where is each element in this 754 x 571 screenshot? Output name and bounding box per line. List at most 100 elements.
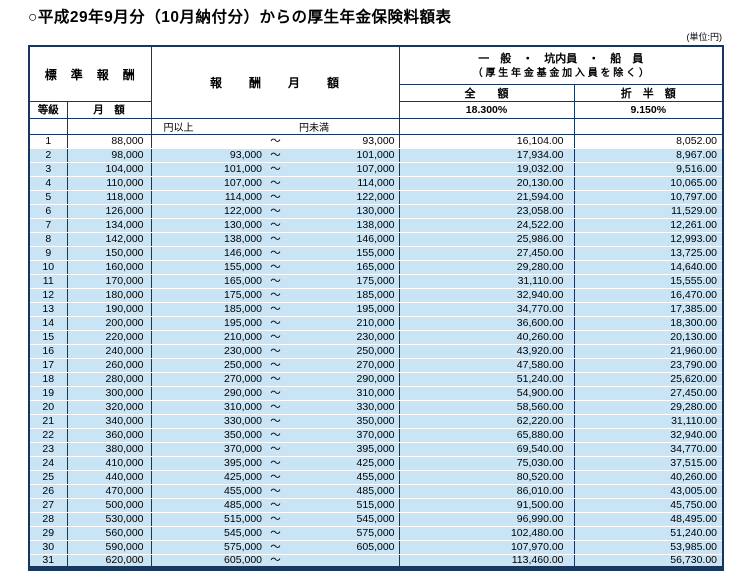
table-row: 9 150,000 146,000 ～ 155,000 27,450.00 13,725.0… [28,245,724,261]
grade-cell: 21 [28,413,68,429]
half-cell: 34,770.00 [573,441,724,457]
to-cell: 545,000 [287,511,400,527]
grade-cell: 13 [28,301,68,317]
grade-cell: 14 [28,315,68,331]
from-cell [150,133,265,149]
grade-cell: 8 [28,231,68,247]
half-cell: 48,495.00 [573,511,724,527]
full-cell: 62,220.00 [398,413,575,429]
to-cell: 230,000 [287,329,400,345]
monthly-cell: 160,000 [66,259,152,275]
from-cell: 101,000 [150,161,265,177]
half-cell: 8,967.00 [573,147,724,163]
tilde-cell: ～ [264,161,288,177]
half-cell: 31,110.00 [573,413,724,429]
table-row: 8 142,000 138,000 ～ 146,000 25,986.00 12,993.0… [28,231,724,247]
tilde-cell: ～ [264,413,288,429]
to-cell: 350,000 [287,413,400,429]
monthly-cell: 440,000 [66,469,152,485]
full-cell: 51,240.00 [398,371,575,387]
tilde-cell: ～ [264,329,288,345]
monthly-cell: 300,000 [66,385,152,401]
half-cell: 45,750.00 [573,497,724,513]
tilde-cell: ～ [264,427,288,443]
tilde-cell: ～ [264,455,288,471]
tilde-cell: ～ [264,189,288,205]
to-cell: 130,000 [287,203,400,219]
table-row: 10 160,000 155,000 ～ 165,000 29,280.00 14,640.… [28,259,724,275]
to-cell: 165,000 [287,259,400,275]
from-cell: 605,000 [150,553,265,569]
full-cell: 107,970.00 [398,539,575,555]
table-row: 29 560,000 545,000 ～ 575,000 102,480.00 51,240… [28,525,724,541]
monthly-cell: 118,000 [66,189,152,205]
premium-table-body: 1 88,000 ～ 93,000 16,104.00 8,052.00 2 98,000 93… [28,133,724,569]
monthly-cell: 620,000 [66,553,152,569]
label-yen-under: 円未満 [287,117,400,135]
tilde-cell: ～ [264,525,288,541]
to-cell: 330,000 [287,399,400,415]
half-cell: 12,261.00 [573,217,724,233]
tilde-cell: ～ [264,273,288,289]
half-cell: 10,065.00 [573,175,724,191]
full-cell: 86,010.00 [398,483,575,499]
table-header: 標 準 報 酬 報 酬 月 額 一 般 ・ 坑内員 ・ 船 員 （ 厚 生 年 … [28,45,724,135]
half-cell: 20,130.00 [573,329,724,345]
from-cell: 107,000 [150,175,265,191]
table-row: 28 530,000 515,000 ～ 545,000 96,990.00 48,495.… [28,511,724,527]
grade-cell: 12 [28,287,68,303]
table-row: 31 620,000 605,000 ～ 113,460.00 56,730.00 [28,553,724,569]
full-cell: 80,520.00 [398,469,575,485]
full-cell: 21,594.00 [398,189,575,205]
monthly-cell: 530,000 [66,511,152,527]
monthly-cell: 200,000 [66,315,152,331]
monthly-cell: 560,000 [66,525,152,541]
from-cell: 270,000 [150,371,265,387]
table-row: 19 300,000 290,000 ～ 310,000 54,900.00 27,450.… [28,385,724,401]
tilde-cell: ～ [264,147,288,163]
to-cell: 270,000 [287,357,400,373]
to-cell: 195,000 [287,301,400,317]
half-cell: 15,555.00 [573,273,724,289]
table-row: 1 88,000 ～ 93,000 16,104.00 8,052.00 [28,133,724,149]
monthly-cell: 180,000 [66,287,152,303]
grade-cell: 22 [28,427,68,443]
from-cell: 455,000 [150,483,265,499]
grade-cell: 23 [28,441,68,457]
table-row: 25 440,000 425,000 ～ 455,000 80,520.00 40,260.… [28,469,724,485]
table-row: 20 320,000 310,000 ～ 330,000 58,560.00 29,280.… [28,399,724,415]
premium-table: 標 準 報 酬 報 酬 月 額 一 般 ・ 坑内員 ・ 船 員 （ 厚 生 年 … [28,45,725,571]
header-category-line1: 一 般 ・ 坑内員 ・ 船 員 [478,52,644,65]
tilde-cell: ～ [264,483,288,499]
half-cell: 14,640.00 [573,259,724,275]
table-row: 16 240,000 230,000 ～ 250,000 43,920.00 21,960.… [28,343,724,359]
half-cell: 25,620.00 [573,371,724,387]
full-cell: 113,460.00 [398,553,575,569]
full-cell: 17,934.00 [398,147,575,163]
half-cell: 43,005.00 [573,483,724,499]
header-category-line2: （ 厚 生 年 金 基 金 加 入 員 を 除 く ） [472,68,649,80]
from-cell: 114,000 [150,189,265,205]
tilde-cell: ～ [264,343,288,359]
monthly-cell: 134,000 [66,217,152,233]
monthly-cell: 190,000 [66,301,152,317]
from-cell: 395,000 [150,455,265,471]
full-cell: 34,770.00 [398,301,575,317]
grade-cell: 1 [28,133,68,149]
monthly-cell: 142,000 [66,231,152,247]
to-cell: 310,000 [287,385,400,401]
half-cell: 16,470.00 [573,287,724,303]
to-cell: 175,000 [287,273,400,289]
grade-cell: 19 [28,385,68,401]
tilde-cell: ～ [264,259,288,275]
grade-cell: 17 [28,357,68,373]
to-cell: 138,000 [287,217,400,233]
to-cell: 605,000 [287,539,400,555]
half-cell: 56,730.00 [573,553,724,569]
full-cell: 27,450.00 [398,245,575,261]
tilde-cell: ～ [264,203,288,219]
table-row: 30 590,000 575,000 ～ 605,000 107,970.00 53,985… [28,539,724,555]
tilde-cell: ～ [264,497,288,513]
grade-cell: 6 [28,203,68,219]
from-cell: 290,000 [150,385,265,401]
